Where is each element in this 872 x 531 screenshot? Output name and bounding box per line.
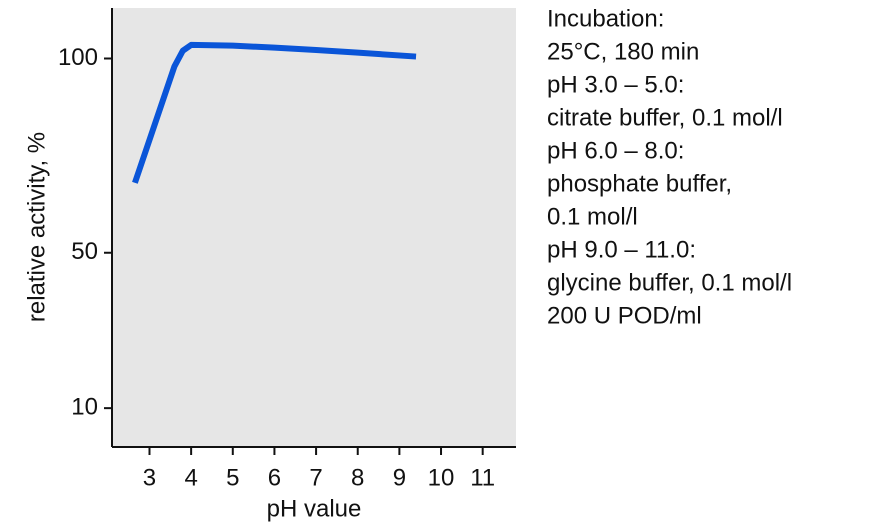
x-tick-label: 6 [268,464,281,491]
x-tick-label: 8 [351,464,364,491]
annotation-line: 0.1 mol/l [547,203,638,230]
x-axis-label: pH value [267,495,362,522]
x-tick-label: 4 [184,464,197,491]
annotation-line: phosphate buffer, [547,170,732,197]
annotation-line: 25°C, 180 min [547,38,699,65]
annotation-line: pH 9.0 – 11.0: [547,236,696,263]
x-tick-label: 11 [470,464,495,491]
plot-background [112,8,516,447]
annotation-line: pH 6.0 – 8.0: [547,137,684,164]
y-axis-label: relative activity, % [23,132,50,322]
x-tick-label: 10 [428,464,455,491]
annotation-line: Incubation: [547,5,664,32]
y-tick-label: 100 [58,44,98,71]
x-tick-label: 3 [143,464,156,491]
annotation-line: pH 3.0 – 5.0: [547,71,684,98]
x-tick-label: 9 [393,464,406,491]
data-line [132,41,417,184]
annotation-line: glycine buffer, 0.1 mol/l [547,269,792,296]
x-tick-label: 5 [226,464,239,491]
y-tick-label: 10 [71,393,98,420]
y-tick-label: 50 [71,238,98,265]
x-tick-label: 7 [309,464,322,491]
annotation-line: 200 U POD/ml [547,302,702,329]
annotation-line: citrate buffer, 0.1 mol/l [547,104,783,131]
